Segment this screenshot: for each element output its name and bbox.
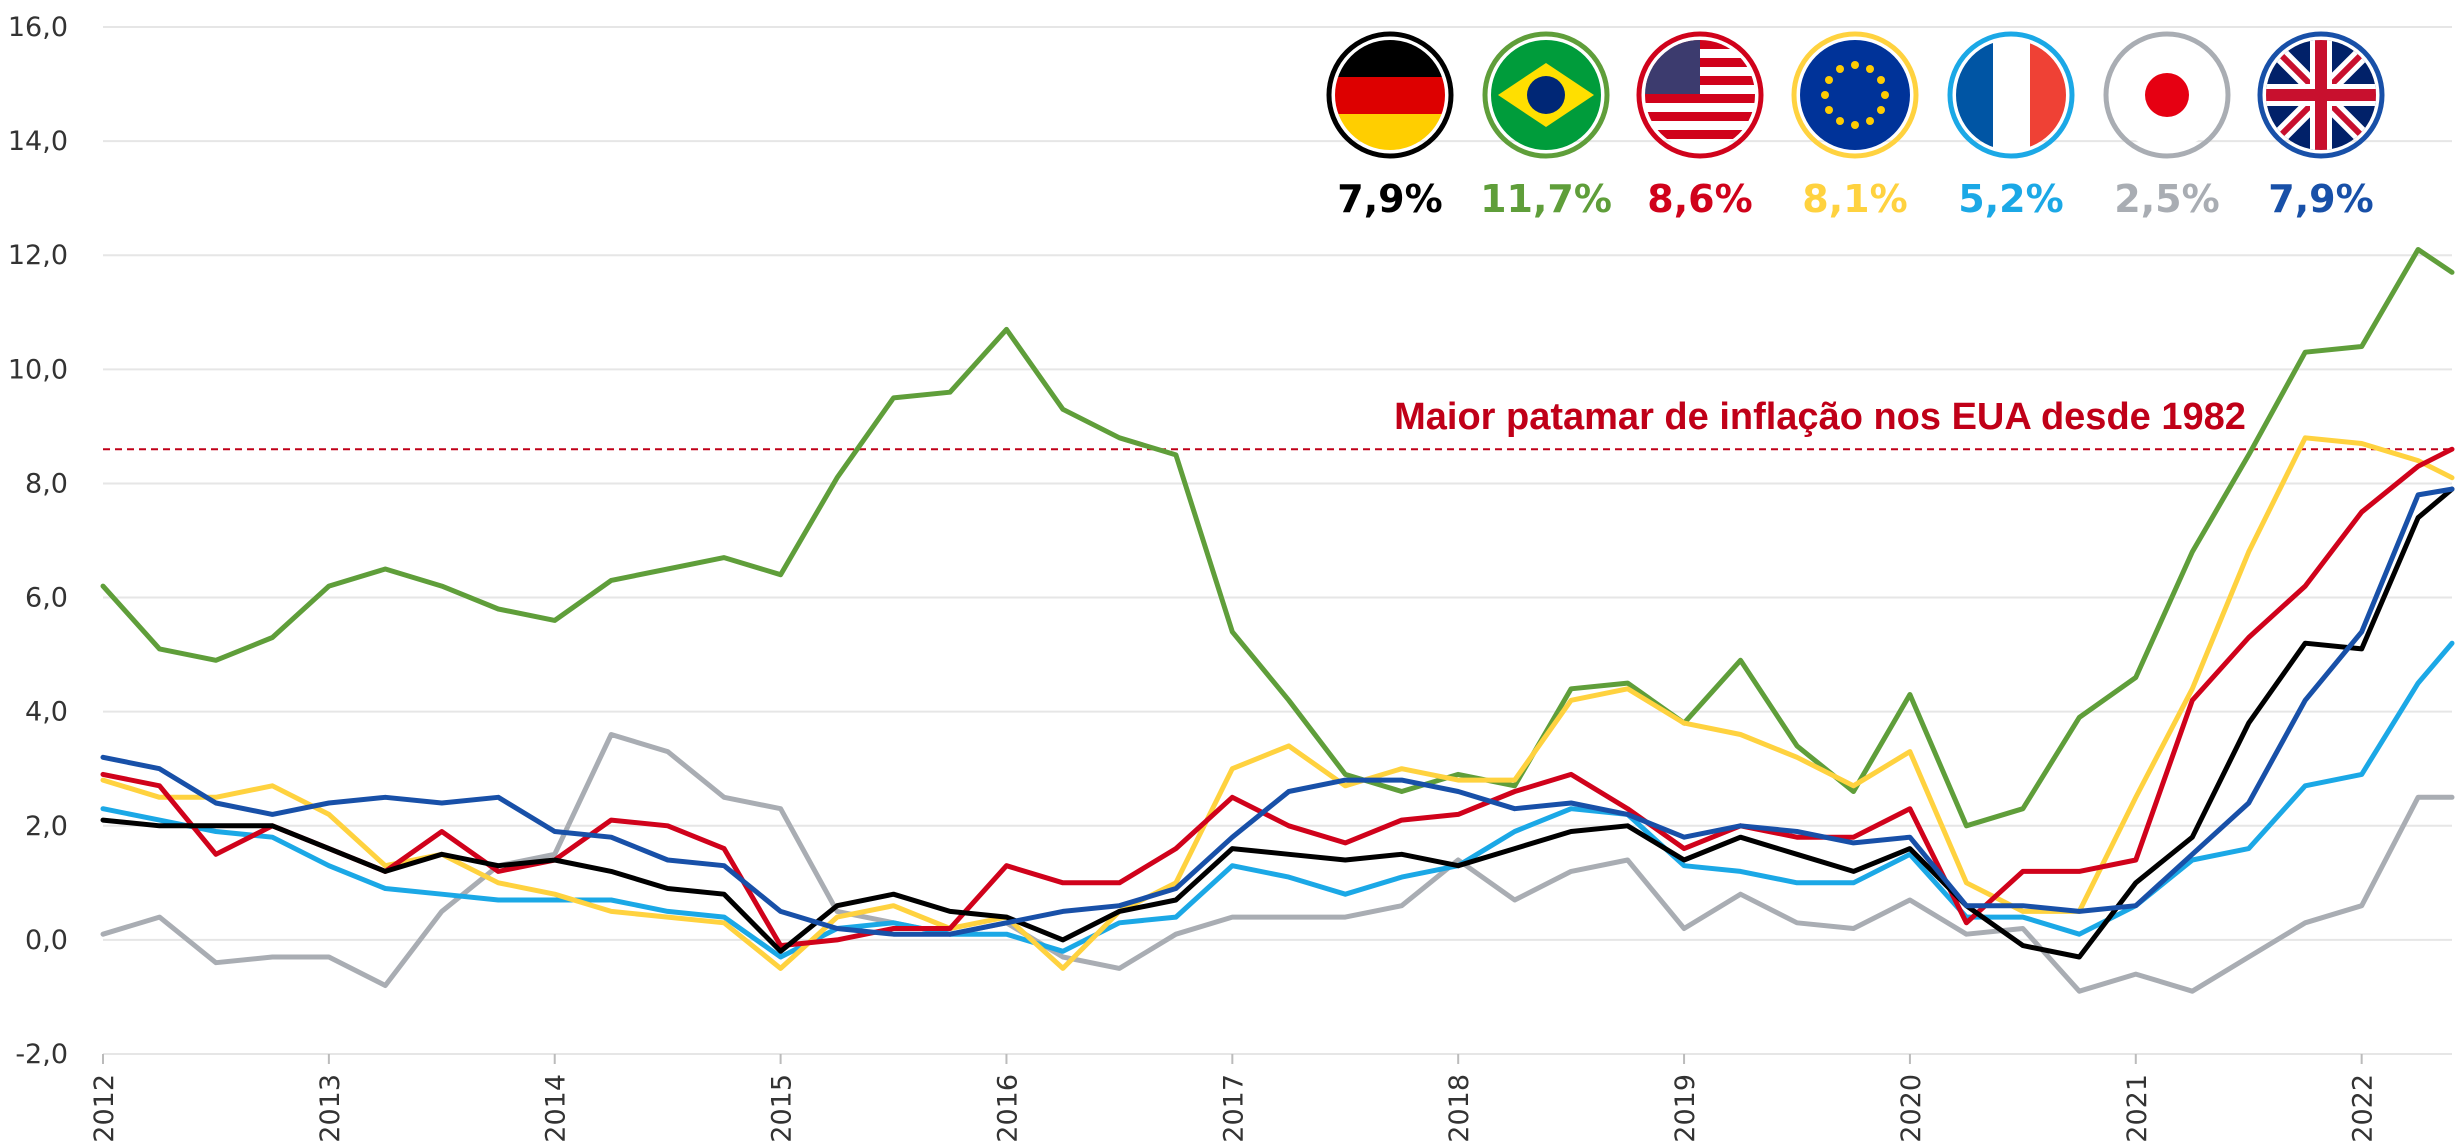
series-line — [100, 640, 2455, 960]
flag-uk — [2257, 31, 2385, 159]
x-tick-label: 2013 — [315, 1074, 346, 1143]
series-line — [100, 486, 2455, 937]
x-tick-label: 2016 — [992, 1074, 1023, 1143]
legend-label: 11,7% — [1480, 177, 1612, 221]
legend-label: 2,5% — [2114, 177, 2219, 221]
legend-label: 7,9% — [1337, 177, 1442, 221]
x-tick-label: 2019 — [1670, 1074, 1701, 1143]
series-line — [100, 446, 2455, 949]
y-tick-label: 6,0 — [25, 583, 68, 614]
x-tick-label: 2017 — [1218, 1074, 1249, 1143]
x-tick-label: 2018 — [1444, 1074, 1475, 1143]
legend-label: 5,2% — [1958, 177, 2063, 221]
y-tick-label: 8,0 — [25, 468, 68, 499]
y-tick-label: -2,0 — [15, 1039, 68, 1070]
y-tick-label: 4,0 — [25, 697, 68, 728]
flag-france — [1947, 31, 2075, 159]
x-tick-label: 2014 — [541, 1074, 572, 1143]
legend-label: 8,6% — [1647, 177, 1752, 221]
flag-eu — [1791, 31, 1919, 159]
series-line — [100, 247, 2455, 829]
legend-flags — [1326, 31, 2385, 159]
plot-lines — [100, 247, 2455, 994]
grid — [102, 26, 2452, 1064]
series-line — [100, 486, 2455, 960]
y-tick-label: 2,0 — [25, 811, 68, 842]
x-tick-label: 2020 — [1896, 1074, 1927, 1143]
y-tick-label: 14,0 — [8, 126, 68, 157]
y-tick-label: 16,0 — [8, 12, 68, 43]
flag-germany — [1326, 31, 1454, 159]
y-tick-label: 10,0 — [8, 354, 68, 385]
x-tick-label: 2012 — [89, 1074, 120, 1143]
x-tick-label: 2015 — [767, 1074, 798, 1143]
flag-brazil — [1482, 31, 1610, 159]
flag-usa — [1636, 31, 1764, 159]
x-tick-label: 2021 — [2122, 1074, 2153, 1143]
y-tick-label: 12,0 — [8, 240, 68, 271]
y-tick-label: 0,0 — [25, 925, 68, 956]
annotation-text: Maior patamar de inflação nos EUA desde … — [1394, 396, 2246, 438]
legend-label: 7,9% — [2268, 177, 2373, 221]
x-tick-label: 2022 — [2348, 1074, 2379, 1143]
legend-label: 8,1% — [1802, 177, 1907, 221]
flag-japan — [2103, 31, 2231, 159]
